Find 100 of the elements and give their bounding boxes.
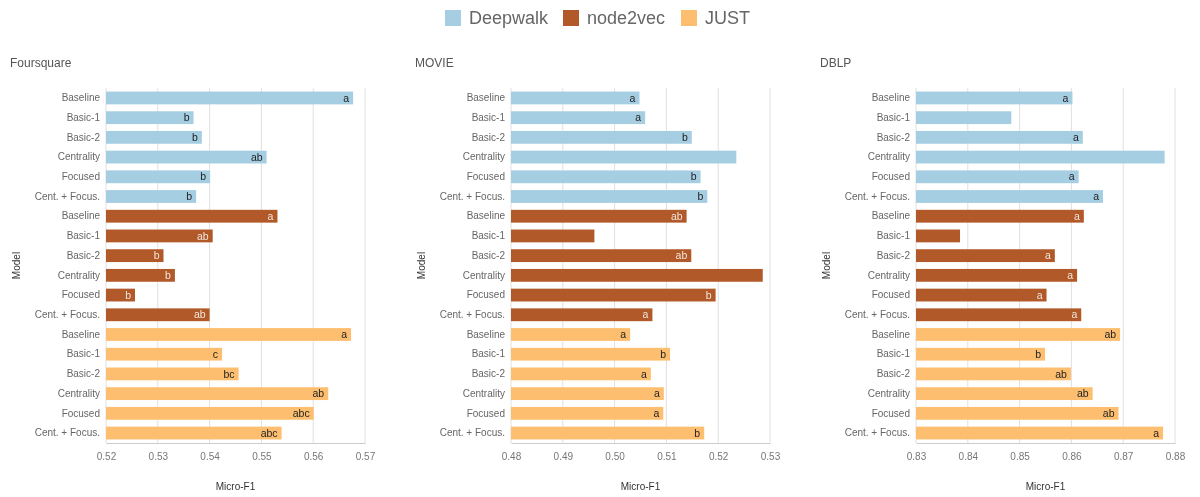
- y-tick-label: Basic-1: [471, 111, 506, 123]
- data-label: a: [1071, 308, 1078, 321]
- y-tick-label: Basic-1: [876, 230, 911, 242]
- data-label: b: [694, 426, 701, 439]
- y-tick-label: Basic-1: [66, 230, 101, 242]
- y-tick-label: Baseline: [61, 92, 101, 104]
- data-label: a: [620, 328, 627, 341]
- legend-label: JUST: [705, 8, 750, 29]
- y-tick-label: Basic-2: [471, 368, 506, 380]
- chart-title: MOVIE: [415, 56, 454, 70]
- y-tick-label: Centrality: [867, 387, 910, 399]
- legend-label: Deepwalk: [469, 8, 550, 29]
- data-label: a: [641, 367, 648, 380]
- chart-title: Foursquare: [10, 56, 72, 70]
- data-label: a: [343, 91, 350, 104]
- y-tick-label: Baseline: [61, 328, 101, 340]
- data-label: ab: [193, 308, 206, 321]
- y-tick-label: Focused: [61, 171, 100, 182]
- data-label: ab: [675, 249, 688, 262]
- y-tick-label: Basic-2: [876, 249, 911, 261]
- legend-label: node2vec: [587, 8, 666, 29]
- x-tick-label: 0.52: [708, 451, 729, 463]
- x-tick-label: 0.83: [906, 451, 927, 463]
- data-label: abc: [260, 426, 278, 439]
- data-label: b: [705, 288, 712, 301]
- y-tick-label: Basic-1: [876, 111, 911, 123]
- y-tick-label: Focused: [871, 407, 910, 419]
- data-label: a: [267, 209, 274, 222]
- data-label: a: [635, 111, 642, 124]
- x-axis-title: Micro-F1: [620, 481, 661, 492]
- data-label: b: [186, 190, 193, 203]
- x-tick-label: 0.52: [96, 451, 117, 463]
- data-label: b: [153, 249, 160, 262]
- y-tick-label: Baseline: [466, 92, 506, 104]
- data-label: ab: [197, 229, 209, 242]
- y-tick-label: Cent. + Focus.: [844, 190, 910, 202]
- x-tick-label: 0.51: [657, 451, 678, 463]
- y-tick-label: Basic-1: [876, 348, 911, 360]
- y-tick-label: Basic-2: [471, 249, 506, 261]
- data-label: a: [653, 387, 660, 400]
- y-tick-label: Cent. + Focus.: [844, 427, 910, 439]
- y-tick-label: Focused: [466, 407, 505, 419]
- x-tick-label: 0.48: [501, 451, 522, 463]
- data-label: a: [1093, 190, 1100, 203]
- y-tick-label: Basic-1: [66, 348, 101, 360]
- y-tick-label: Centrality: [57, 151, 100, 163]
- data-label: a: [1044, 249, 1051, 262]
- y-tick-label: Baseline: [61, 210, 101, 222]
- x-tick-label: 0.55: [252, 451, 273, 463]
- y-axis-title: Model: [821, 251, 832, 280]
- y-tick-label: Basic-1: [471, 230, 506, 242]
- x-tick-label: 0.54: [200, 451, 221, 463]
- y-tick-label: Baseline: [466, 210, 506, 222]
- y-tick-label: Centrality: [867, 151, 910, 163]
- data-label: b: [125, 288, 132, 301]
- y-tick-label: Cent. + Focus.: [439, 427, 505, 439]
- y-tick-label: Baseline: [466, 328, 506, 340]
- x-tick-label: 0.87: [1113, 451, 1134, 463]
- y-tick-label: Cent. + Focus.: [34, 308, 100, 320]
- y-tick-label: Centrality: [462, 151, 505, 163]
- data-label: a: [1062, 91, 1069, 104]
- y-tick-label: Cent. + Focus.: [439, 308, 505, 320]
- x-tick-label: 0.85: [1010, 451, 1031, 463]
- y-tick-label: Baseline: [871, 328, 911, 340]
- x-tick-label: 0.50: [605, 451, 626, 463]
- data-label: b: [165, 269, 172, 282]
- data-label: ab: [1055, 367, 1068, 380]
- x-tick-label: 0.49: [553, 451, 574, 463]
- y-tick-label: Focused: [466, 289, 505, 301]
- y-tick-label: Focused: [466, 171, 505, 182]
- data-label: b: [660, 347, 667, 360]
- data-label: a: [642, 308, 649, 321]
- y-axis-title: Model: [11, 251, 22, 280]
- x-axis-title: Micro-F1: [1025, 481, 1066, 492]
- data-label: ab: [1076, 387, 1089, 400]
- x-tick-label: 0.53: [148, 451, 169, 463]
- y-tick-label: Focused: [61, 289, 100, 301]
- y-tick-label: Centrality: [57, 387, 100, 399]
- data-label: c: [212, 347, 219, 360]
- x-tick-label: 0.56: [303, 451, 324, 463]
- data-label: b: [1035, 347, 1042, 360]
- x-tick-label: 0.84: [958, 451, 979, 463]
- y-axis-title: Model: [416, 251, 427, 280]
- data-label: b: [697, 190, 704, 203]
- data-label: ab: [250, 150, 263, 163]
- x-tick-label: 0.53: [760, 451, 781, 463]
- data-label: a: [629, 91, 636, 104]
- y-tick-label: Basic-1: [66, 111, 101, 123]
- y-tick-label: Centrality: [867, 269, 910, 281]
- y-tick-label: Basic-2: [66, 131, 101, 143]
- y-tick-label: Basic-1: [471, 348, 506, 360]
- data-label: b: [200, 170, 207, 183]
- y-tick-label: Cent. + Focus.: [844, 308, 910, 320]
- y-tick-label: Centrality: [57, 269, 100, 281]
- data-label: a: [341, 328, 348, 341]
- data-label: a: [1068, 170, 1075, 183]
- y-tick-label: Focused: [61, 407, 100, 419]
- y-tick-label: Baseline: [871, 210, 911, 222]
- y-tick-label: Cent. + Focus.: [34, 427, 100, 439]
- data-label: b: [183, 111, 190, 124]
